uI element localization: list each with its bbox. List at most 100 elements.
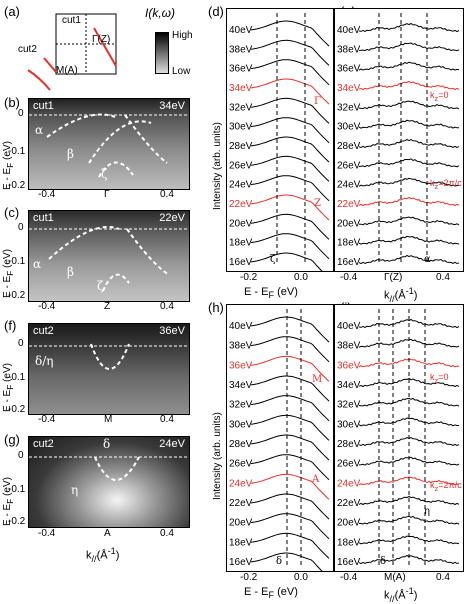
photon-energy-label: 40eV — [229, 25, 253, 36]
photon-energy-label: 18eV — [337, 537, 361, 548]
photon-energy-label: 36eV — [337, 360, 361, 371]
panel-a-label: (a) — [4, 4, 20, 19]
energy-label: 36eV — [159, 325, 185, 337]
photon-energy-label: 16eV — [229, 257, 253, 268]
xtick: -0.4 — [340, 272, 358, 283]
curve-32eV — [250, 395, 330, 422]
curve-28eV — [250, 136, 330, 163]
xtick: -0.4 — [340, 572, 358, 583]
energy-label: 34eV — [159, 100, 185, 112]
arpes-ylabel: E - EF (eV) — [2, 141, 15, 190]
panel-d-label: (d) — [208, 4, 224, 19]
photon-energy-label: 30eV — [337, 122, 361, 133]
photon-energy-label: 26eV — [337, 160, 361, 171]
curve-22eV — [358, 196, 460, 207]
photon-energy-label: 32eV — [337, 102, 361, 113]
panel-h-label: (h) — [208, 300, 224, 315]
curve-36eV — [358, 61, 460, 71]
mdc-curves-e: 40eV 38eV 36eV 34eV 32eV 30eV 28eV 26eV 24eV 22eV… — [337, 13, 460, 268]
band-delta-i: δ — [380, 556, 387, 567]
photon-energy-label: 32eV — [229, 400, 253, 411]
curve-34eV — [250, 375, 330, 402]
arpes-ylabel: E - EF (eV) — [2, 363, 15, 412]
curve-38eV — [250, 39, 330, 66]
curve-40eV — [358, 22, 460, 33]
edc-panel-h: 40eV 38eV 36eV 34eV 32eV 30eV 28eV 26eV 24eV 22eV… — [226, 304, 334, 579]
photon-energy-label: 28eV — [229, 439, 253, 450]
curve-18eV — [358, 235, 460, 245]
curve-22eV — [358, 495, 460, 506]
photon-energy-label: 38eV — [337, 44, 361, 55]
xtick: 0.4 — [436, 272, 450, 283]
arpes-xlabel: k//(Å-1) — [86, 546, 120, 564]
photon-energy-label: 30eV — [229, 419, 253, 430]
photon-energy-label: 38eV — [337, 341, 361, 352]
energy-label: 24eV — [159, 438, 185, 450]
ytick: -0.1 — [8, 372, 26, 383]
marker-a-h: A — [312, 474, 320, 485]
photon-energy-label: 28eV — [337, 141, 361, 152]
photon-energy-label: 28eV — [337, 439, 361, 450]
curve-38eV — [358, 42, 460, 52]
gamma-point-label: Γ(Z) — [92, 34, 111, 45]
photon-energy-label: 40eV — [229, 321, 253, 332]
band-eta-i: η — [424, 506, 430, 517]
band-zeta-d: ζ — [270, 254, 276, 265]
photon-energy-label: 16eV — [337, 557, 361, 568]
curve-24eV — [250, 175, 330, 202]
xtick: -0.4 — [38, 189, 56, 200]
legend-low: Low — [172, 66, 191, 77]
arpes-ylabel: E - EF (eV) — [2, 249, 15, 298]
arpes-panel-g: cut2 δ 24eV η — [28, 436, 190, 528]
curve-36eV — [250, 355, 330, 382]
edc-curves-h: 40eV 38eV 36eV 34eV 32eV 30eV 28eV 26eV 24eV 22eV… — [229, 309, 330, 579]
photon-energy-label: 34eV — [337, 380, 361, 391]
curve-38eV — [250, 336, 330, 363]
xtick: 0.4 — [160, 528, 174, 539]
band-delta-eta: δ/η — [35, 354, 54, 368]
ytick: -0.2 — [8, 180, 26, 191]
curve-32eV — [358, 397, 460, 407]
xtick: -0.2 — [240, 572, 258, 583]
marker-z-d: Z — [314, 198, 321, 209]
photon-energy-label: 36eV — [229, 64, 253, 75]
photon-energy-label: 22eV — [337, 498, 361, 509]
xtick-kpoint: Z — [104, 301, 111, 312]
photon-energy-label: 40eV — [337, 321, 361, 332]
curve-28eV — [358, 139, 460, 149]
m-point-label: M(A) — [56, 65, 78, 76]
curve-16eV — [250, 552, 330, 579]
kz-zero-e: kz=0 — [430, 90, 449, 103]
curve-16eV — [358, 254, 460, 265]
edc-ylabel-bottom: Intensity (arb. units) — [212, 412, 223, 500]
ytick: -0.2 — [8, 404, 26, 415]
marker-gamma-d: Γ — [314, 96, 321, 107]
brillouin-zone-diagram — [27, 13, 117, 91]
band-delta-h: δ — [276, 556, 283, 567]
band-zeta: ζ — [101, 167, 108, 181]
photon-energy-label: 34eV — [337, 83, 361, 94]
panel-f-label: (f) — [4, 318, 17, 333]
mdc-panel-i: 40eV 38eV 36eV 34eV 32eV 30eV 28eV 26eV 24eV 22eV… — [334, 304, 464, 572]
photon-energy-label: 38eV — [229, 341, 253, 352]
ytick: 0 — [18, 450, 24, 461]
ytick: -0.2 — [8, 516, 26, 527]
curve-32eV — [250, 97, 330, 124]
photon-energy-label: 24eV — [337, 180, 361, 191]
photon-energy-label: 22eV — [229, 498, 253, 509]
xtick-kpoint: M — [104, 414, 113, 425]
xtick-kpoint: Γ — [104, 189, 110, 200]
band-alpha: α — [35, 123, 44, 137]
cut-label: cut1 — [33, 212, 54, 224]
ytick: -0.1 — [8, 484, 26, 495]
edc-panel-d: 40eV 38eV 36eV 34eV 32eV 30eV 28eV 26eV 24eV 22eV… — [226, 8, 334, 279]
photon-energy-label: 24eV — [337, 478, 361, 489]
photon-energy-label: 24eV — [229, 180, 253, 191]
curve-34eV — [358, 377, 460, 388]
curve-20eV — [250, 513, 330, 540]
ytick: -0.2 — [8, 290, 26, 301]
curve-30eV — [250, 414, 330, 441]
curve-22eV — [250, 194, 330, 221]
photon-energy-label: 36eV — [229, 360, 253, 371]
cut2-label: cut2 — [18, 44, 37, 55]
